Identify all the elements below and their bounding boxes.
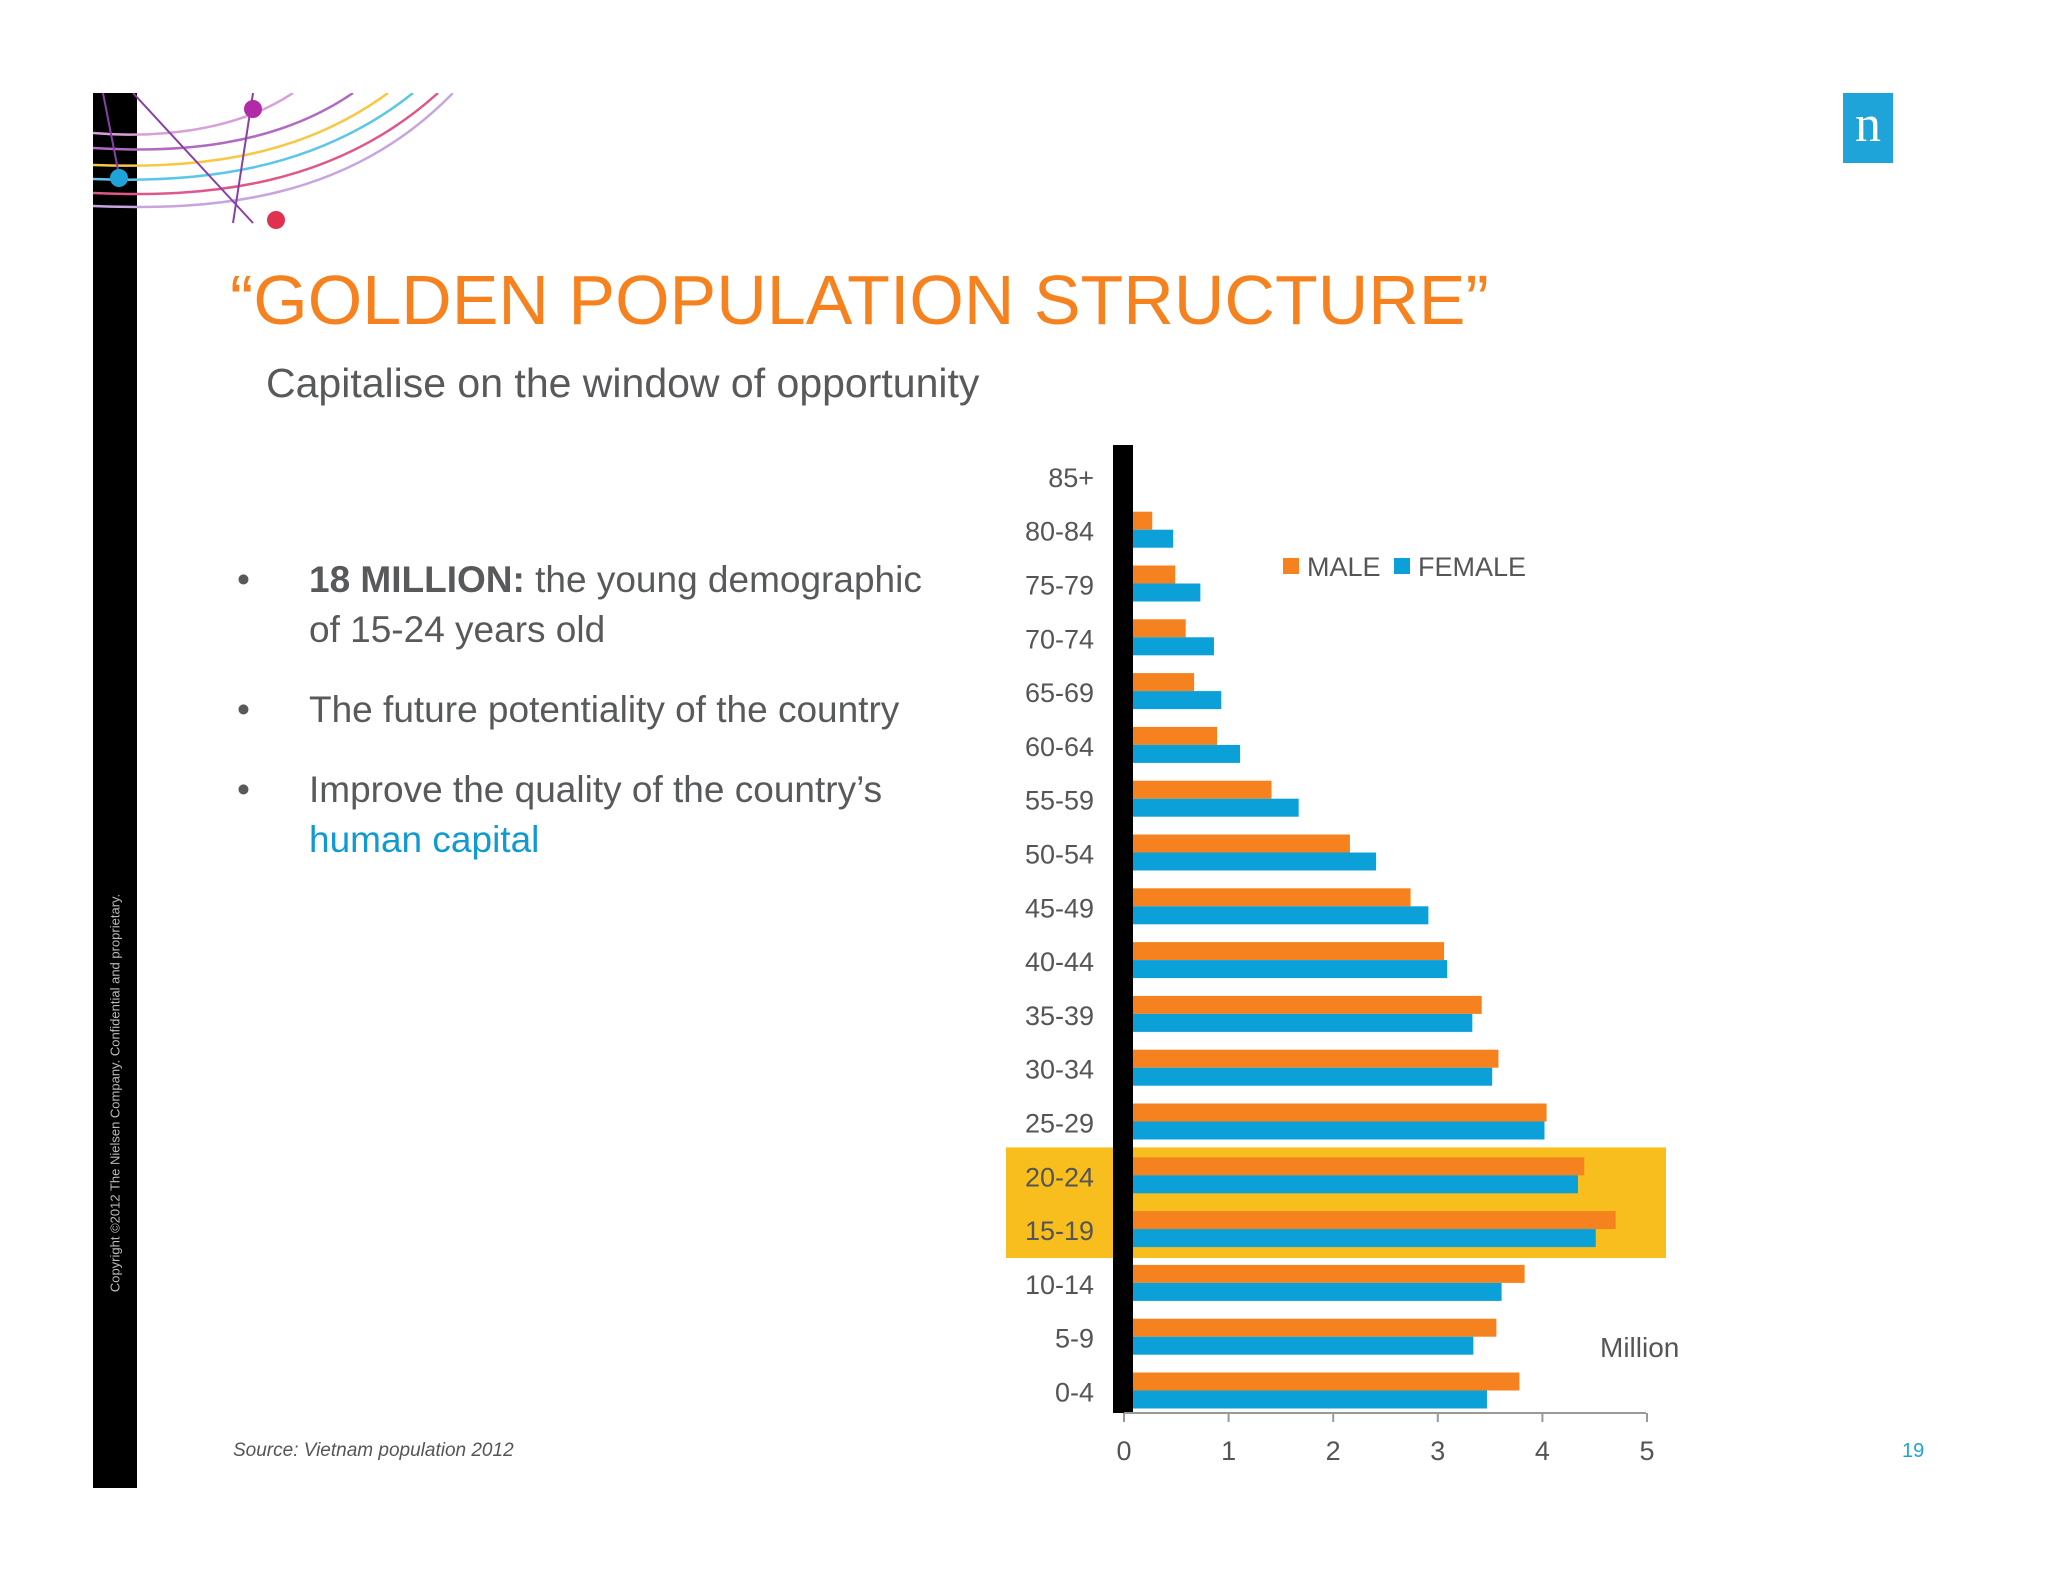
left-sidebar-bar — [93, 93, 137, 1488]
bullet-3-text: Improve the quality of the country’s — [309, 769, 883, 810]
y-tick-label: 15-19 — [1025, 1216, 1094, 1246]
x-tick-label: 1 — [1221, 1436, 1236, 1466]
male-bar — [1133, 888, 1411, 907]
male-bar — [1133, 565, 1176, 584]
female-bar — [1133, 906, 1429, 925]
male-bar — [1133, 1103, 1547, 1122]
y-tick-label: 0-4 — [1055, 1378, 1094, 1408]
y-tick-label: 5-9 — [1055, 1324, 1094, 1354]
female-bar — [1133, 691, 1222, 710]
female-bar — [1133, 637, 1214, 656]
male-bar — [1133, 673, 1195, 692]
female-bar — [1133, 1067, 1493, 1086]
y-axis-bar — [1113, 445, 1133, 1413]
female-bar — [1133, 1013, 1473, 1032]
female-bar — [1133, 1229, 1596, 1248]
legend-male-label: MALE — [1307, 552, 1381, 582]
female-bar — [1133, 744, 1241, 763]
female-bar — [1133, 583, 1201, 602]
male-bar — [1133, 780, 1272, 799]
female-bar — [1133, 960, 1448, 979]
y-tick-label: 65-69 — [1025, 678, 1094, 708]
page-title: “GOLDEN POPULATION STRUCTURE” — [230, 261, 1489, 339]
y-tick-label: 35-39 — [1025, 1001, 1094, 1031]
y-tick-label: 85+ — [1048, 463, 1094, 493]
male-bar — [1133, 1049, 1499, 1068]
bullet-list: • 18 MILLION: the young demographic of 1… — [232, 555, 952, 895]
x-tick-label: 2 — [1326, 1436, 1341, 1466]
decorative-arcs-graphic — [93, 93, 453, 229]
y-tick-label: 70-74 — [1025, 624, 1094, 654]
page-number: 19 — [1902, 1440, 1925, 1462]
male-bar — [1133, 834, 1350, 853]
legend-female-swatch — [1394, 558, 1410, 574]
x-tick-label: 4 — [1535, 1436, 1550, 1466]
male-bar — [1133, 619, 1186, 638]
male-bar — [1133, 942, 1445, 961]
female-bar — [1133, 852, 1377, 871]
female-bar — [1133, 1282, 1502, 1301]
female-bar — [1133, 1336, 1474, 1355]
y-tick-label: 40-44 — [1025, 947, 1094, 977]
legend-male-swatch — [1283, 558, 1299, 574]
y-tick-label: 30-34 — [1025, 1055, 1094, 1085]
male-bar — [1133, 1211, 1616, 1230]
male-bar — [1133, 1318, 1497, 1337]
bullet-dot-icon: • — [237, 689, 250, 730]
bullet-1-bold: 18 MILLION: — [309, 559, 525, 600]
bullet-item-3: • Improve the quality of the country’s h… — [232, 765, 952, 865]
bullet-item-1: • 18 MILLION: the young demographic of 1… — [232, 555, 952, 655]
female-bar — [1133, 1175, 1578, 1194]
y-tick-label: 25-29 — [1025, 1109, 1094, 1139]
bullet-item-2: • The future potentiality of the country — [232, 685, 952, 735]
female-bar — [1133, 529, 1174, 548]
y-tick-label: 60-64 — [1025, 732, 1094, 762]
male-bar — [1133, 1264, 1525, 1283]
female-bar — [1133, 798, 1299, 817]
page-subtitle: Capitalise on the window of opportunity — [266, 360, 980, 406]
x-tick-label: 3 — [1430, 1436, 1445, 1466]
male-bar — [1133, 511, 1153, 530]
bullet-dot-icon: • — [237, 769, 250, 810]
nielsen-logo: n — [1843, 93, 1893, 163]
y-tick-label: 10-14 — [1025, 1270, 1094, 1300]
male-bar — [1133, 726, 1218, 745]
bullet-1-text: the young demographic of 15-24 years old — [309, 559, 922, 650]
male-bar — [1133, 995, 1482, 1014]
female-bar — [1133, 1121, 1545, 1140]
x-tick-label: 0 — [1116, 1436, 1131, 1466]
y-tick-label: 45-49 — [1025, 893, 1094, 923]
bullet-dot-icon: • — [237, 559, 250, 600]
male-bar — [1133, 1157, 1585, 1176]
y-tick-label: 20-24 — [1025, 1162, 1094, 1192]
male-bar — [1133, 1372, 1520, 1391]
y-tick-label: 50-54 — [1025, 840, 1094, 870]
y-tick-label: 80-84 — [1025, 517, 1094, 547]
bullet-3-highlight: human capital — [309, 819, 540, 860]
legend-female-label: FEMALE — [1418, 552, 1526, 582]
y-tick-label: 75-79 — [1025, 571, 1094, 601]
x-axis-unit-label: Million — [1600, 1332, 1680, 1363]
female-bar — [1133, 1390, 1487, 1409]
source-note: Source: Vietnam population 2012 — [233, 1440, 514, 1461]
bullet-2-text: The future potentiality of the country — [309, 689, 900, 730]
y-tick-label: 55-59 — [1025, 786, 1094, 816]
x-tick-label: 5 — [1639, 1436, 1654, 1466]
